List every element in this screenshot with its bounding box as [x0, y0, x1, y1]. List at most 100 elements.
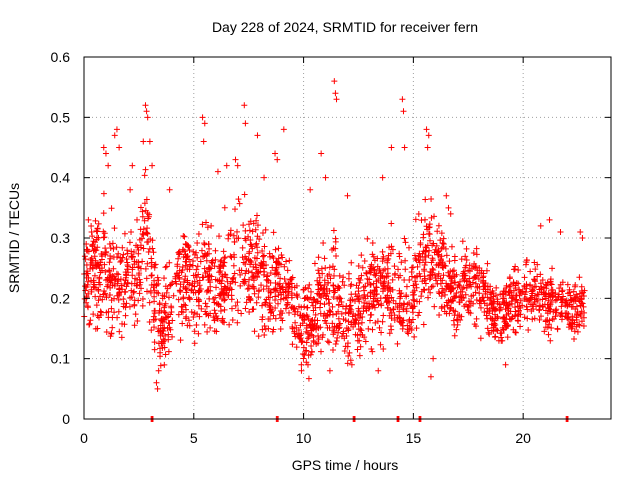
data-point — [141, 172, 148, 179]
data-point — [139, 213, 146, 220]
data-point — [523, 303, 530, 310]
data-point — [456, 299, 463, 306]
data-point — [459, 238, 466, 245]
y-tick-label: 0.6 — [51, 49, 71, 65]
data-point — [336, 285, 343, 292]
data-point — [397, 293, 404, 300]
data-point — [210, 314, 217, 321]
data-point — [277, 325, 284, 332]
data-point — [277, 296, 284, 303]
data-point — [211, 307, 218, 314]
data-point — [577, 228, 584, 235]
data-point — [344, 340, 351, 347]
data-point — [428, 214, 435, 221]
data-point — [532, 283, 539, 290]
data-point — [108, 330, 115, 337]
data-point — [361, 299, 368, 306]
data-point — [341, 282, 348, 289]
data-point — [95, 297, 102, 304]
data-point — [228, 292, 235, 299]
data-point — [581, 309, 588, 316]
data-point — [531, 276, 538, 283]
data-point — [105, 162, 112, 169]
data-point — [220, 290, 227, 297]
data-point — [466, 281, 473, 288]
data-point — [202, 270, 209, 277]
data-point — [371, 287, 378, 294]
data-point — [267, 289, 274, 296]
data-point — [107, 244, 114, 251]
data-point — [415, 253, 422, 260]
data-point — [521, 274, 528, 281]
x-tick-labels: 0 5 10 15 20 — [80, 430, 531, 446]
data-point — [504, 302, 511, 309]
data-point — [537, 280, 544, 287]
data-point — [186, 247, 193, 254]
data-point — [503, 323, 510, 330]
data-point — [462, 253, 469, 260]
data-point — [389, 246, 396, 253]
data-point — [202, 300, 209, 307]
data-point — [148, 327, 155, 334]
data-point — [249, 245, 256, 252]
data-point — [223, 162, 230, 169]
data-point — [146, 138, 153, 145]
data-point — [543, 285, 550, 292]
data-point — [201, 120, 208, 127]
data-point — [143, 108, 150, 115]
data-point — [120, 251, 127, 258]
data-point — [262, 326, 269, 333]
data-point — [475, 276, 482, 283]
data-point — [123, 255, 130, 262]
data-point — [246, 248, 253, 255]
data-point — [345, 309, 352, 316]
data-point — [410, 296, 417, 303]
data-point — [95, 220, 102, 227]
data-point — [552, 297, 559, 304]
data-point — [306, 281, 313, 288]
data-point — [210, 296, 217, 303]
data-point — [333, 252, 340, 259]
data-point — [161, 275, 168, 282]
data-point — [531, 277, 538, 284]
data-point — [139, 230, 146, 237]
data-point — [151, 324, 158, 331]
data-point — [404, 301, 411, 308]
data-point — [532, 292, 539, 299]
data-point — [443, 252, 450, 259]
data-point — [547, 337, 554, 344]
data-point — [517, 323, 524, 330]
data-point — [443, 280, 450, 287]
data-point — [580, 322, 587, 329]
data-point — [367, 289, 374, 296]
data-point — [235, 196, 242, 203]
data-point — [262, 226, 269, 233]
data-point — [115, 308, 122, 315]
data-point — [138, 235, 145, 242]
data-point — [349, 313, 356, 320]
data-points — [81, 78, 588, 422]
data-point — [472, 280, 479, 287]
data-point — [264, 272, 271, 279]
data-point — [272, 271, 279, 278]
data-point — [363, 270, 370, 277]
data-point — [122, 312, 129, 319]
data-point — [388, 144, 395, 151]
data-point — [422, 280, 429, 287]
data-point — [360, 294, 367, 301]
data-point — [129, 162, 136, 169]
data-point — [118, 334, 125, 341]
data-point — [98, 309, 105, 316]
data-point — [295, 326, 302, 333]
data-point — [84, 281, 91, 288]
data-point — [137, 265, 144, 272]
data-point — [249, 283, 256, 290]
data-point — [438, 230, 445, 237]
data-point — [415, 210, 422, 217]
data-point — [231, 206, 238, 213]
data-point — [206, 273, 213, 280]
data-point — [286, 257, 293, 264]
data-point — [348, 319, 355, 326]
data-point — [207, 324, 214, 331]
